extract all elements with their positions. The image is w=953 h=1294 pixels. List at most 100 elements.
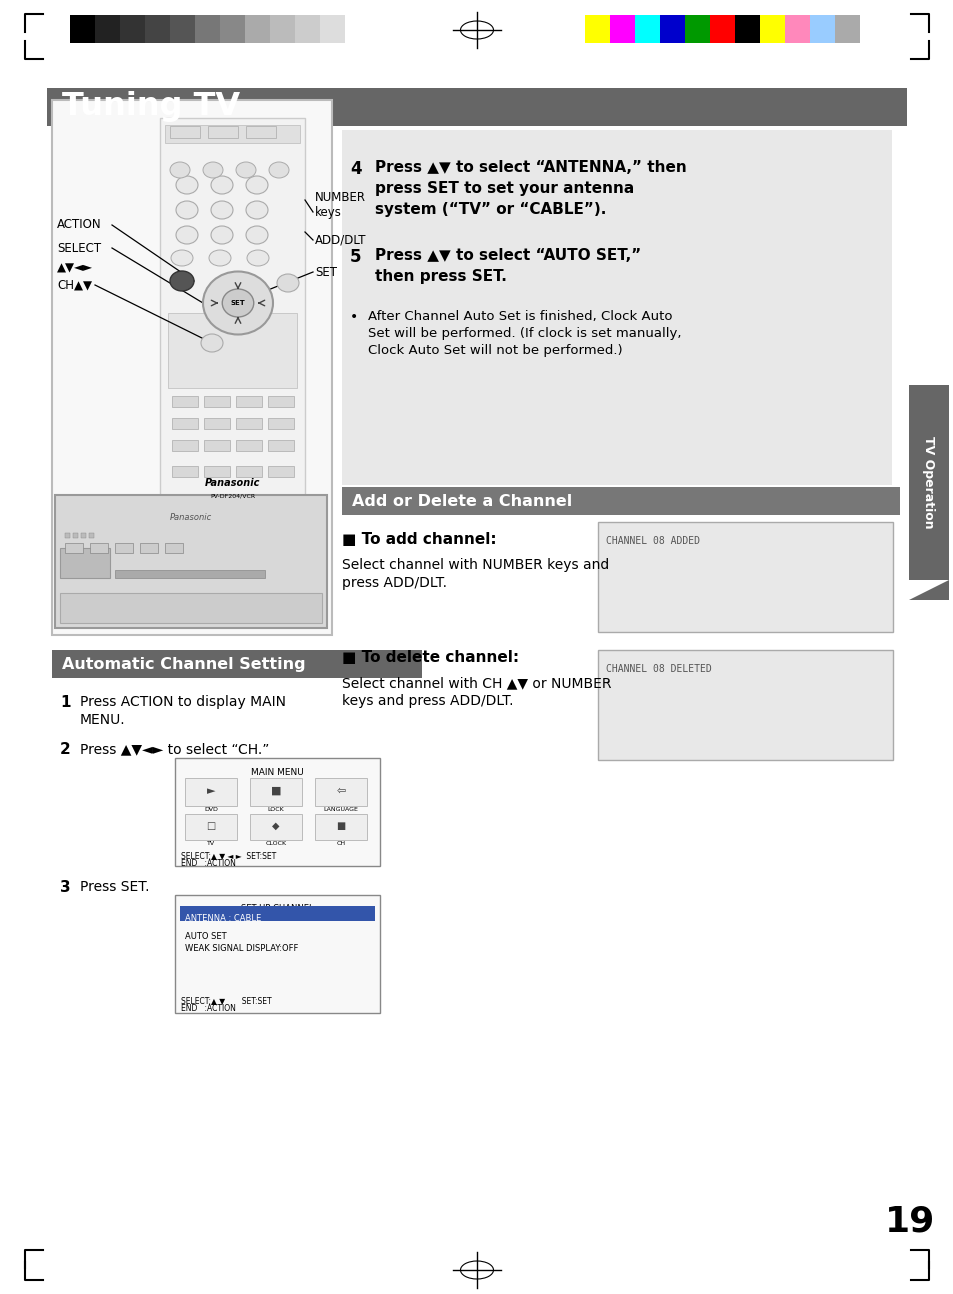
Text: LOCK: LOCK: [268, 807, 284, 813]
Bar: [760, 16, 784, 43]
Bar: [95, 16, 120, 43]
Ellipse shape: [175, 176, 198, 194]
Text: ■: ■: [336, 820, 345, 831]
Bar: [55, 496, 327, 628]
Ellipse shape: [222, 289, 253, 317]
Bar: [268, 396, 294, 408]
Bar: [194, 16, 220, 43]
Text: PV-DF204/VCR: PV-DF204/VCR: [210, 493, 254, 498]
Bar: [584, 16, 609, 43]
Bar: [170, 16, 194, 43]
Bar: [172, 396, 198, 408]
Bar: [341, 129, 891, 485]
Text: ⇦: ⇦: [336, 785, 345, 796]
Text: CH▲▼: CH▲▼: [57, 278, 91, 291]
Ellipse shape: [276, 274, 298, 292]
Bar: [246, 126, 275, 138]
Text: 2: 2: [60, 741, 71, 757]
Text: CLOCK: CLOCK: [265, 841, 286, 846]
Bar: [809, 16, 834, 43]
Bar: [140, 543, 158, 553]
Text: 1: 1: [60, 695, 71, 710]
Text: CH: CH: [336, 841, 345, 846]
Bar: [659, 16, 684, 43]
Bar: [172, 440, 198, 452]
Text: CHANNEL 08 DELETED: CHANNEL 08 DELETED: [605, 664, 711, 674]
Bar: [185, 814, 236, 840]
Ellipse shape: [203, 162, 223, 179]
Text: SET: SET: [231, 300, 245, 305]
Bar: [204, 418, 230, 430]
Ellipse shape: [203, 272, 273, 335]
Bar: [204, 440, 230, 452]
Bar: [908, 386, 948, 580]
Bar: [170, 126, 200, 138]
Bar: [345, 16, 370, 43]
Bar: [172, 418, 198, 430]
Bar: [174, 895, 379, 1013]
Bar: [784, 16, 809, 43]
Bar: [635, 16, 659, 43]
Text: 5: 5: [350, 248, 361, 267]
Text: Automatic Channel Setting: Automatic Channel Setting: [62, 657, 305, 673]
Text: AUTO SET: AUTO SET: [185, 932, 227, 941]
Bar: [834, 16, 859, 43]
Bar: [65, 543, 83, 553]
Text: After Channel Auto Set is finished, Clock Auto
Set will be performed. (If clock : After Channel Auto Set is finished, Cloc…: [368, 311, 680, 357]
Text: END   :ACTION: END :ACTION: [181, 1004, 235, 1013]
Bar: [204, 396, 230, 408]
Ellipse shape: [247, 250, 269, 267]
Text: ■ To delete channel:: ■ To delete channel:: [341, 650, 518, 665]
Bar: [268, 466, 294, 477]
Bar: [89, 533, 94, 538]
Bar: [598, 650, 892, 760]
Bar: [341, 487, 899, 515]
Text: DVD: DVD: [204, 807, 217, 813]
Bar: [81, 533, 86, 538]
Bar: [319, 16, 345, 43]
Text: LANGUAGE: LANGUAGE: [323, 807, 358, 813]
Text: ■ To add channel:: ■ To add channel:: [341, 532, 497, 547]
Bar: [609, 16, 635, 43]
Text: NUMBER
keys: NUMBER keys: [314, 192, 366, 219]
Ellipse shape: [246, 226, 268, 245]
Text: 19: 19: [884, 1205, 934, 1238]
Bar: [245, 16, 270, 43]
Text: Select channel with NUMBER keys and
press ADD/DLT.: Select channel with NUMBER keys and pres…: [341, 558, 609, 590]
Bar: [709, 16, 734, 43]
Bar: [73, 533, 78, 538]
Ellipse shape: [235, 162, 255, 179]
Bar: [208, 126, 237, 138]
Bar: [70, 16, 95, 43]
Bar: [314, 778, 367, 806]
Bar: [165, 543, 183, 553]
Bar: [268, 440, 294, 452]
Bar: [235, 418, 262, 430]
Bar: [220, 16, 245, 43]
Text: 4: 4: [350, 160, 361, 179]
Ellipse shape: [246, 176, 268, 194]
Bar: [250, 778, 302, 806]
Text: ACTION: ACTION: [57, 219, 102, 232]
Bar: [120, 16, 145, 43]
Bar: [684, 16, 709, 43]
Bar: [115, 543, 132, 553]
Text: ■: ■: [271, 785, 281, 796]
Ellipse shape: [171, 250, 193, 267]
Text: Press ACTION to display MAIN
MENU.: Press ACTION to display MAIN MENU.: [80, 695, 286, 727]
Bar: [270, 16, 294, 43]
Ellipse shape: [175, 201, 198, 219]
Bar: [598, 521, 892, 631]
Text: SELECT:▲ ▼ ◄ ►  SET:SET: SELECT:▲ ▼ ◄ ► SET:SET: [181, 851, 276, 861]
Text: Tuning TV: Tuning TV: [62, 92, 240, 123]
Bar: [52, 100, 332, 635]
Text: CHANNEL 08 ADDED: CHANNEL 08 ADDED: [605, 536, 700, 546]
Bar: [235, 440, 262, 452]
Bar: [145, 16, 170, 43]
Bar: [168, 313, 296, 388]
Text: SET: SET: [314, 265, 336, 278]
Ellipse shape: [211, 176, 233, 194]
Text: Press ▲▼◄► to select “CH.”: Press ▲▼◄► to select “CH.”: [80, 741, 269, 756]
Bar: [160, 118, 305, 503]
Ellipse shape: [201, 334, 223, 352]
